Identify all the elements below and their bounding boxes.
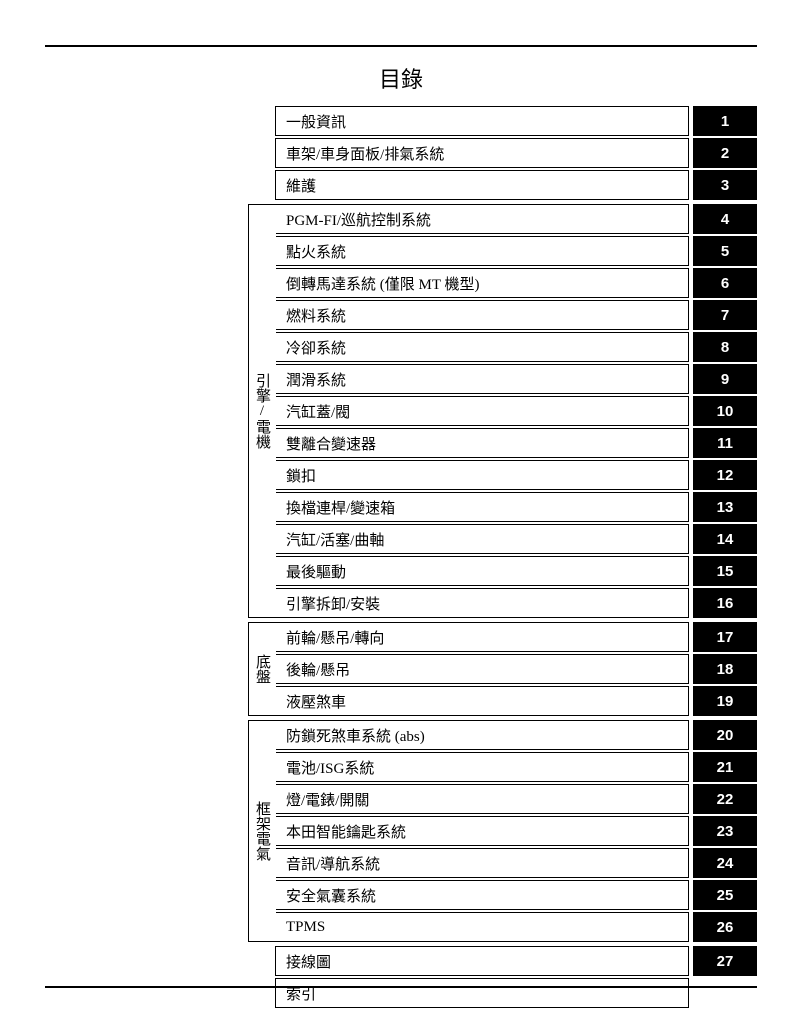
toc-item-label: 點火系統	[275, 236, 689, 266]
toc-item-label: 後輪/懸吊	[275, 654, 689, 684]
toc-row: 潤滑系統9	[275, 364, 757, 394]
toc-page-tab: 20	[693, 720, 757, 750]
toc-row: 音訊/導航系統24	[275, 848, 757, 878]
toc-layout: 引擎/電機底盤框架電氣 一般資訊1車架/車身面板/排氣系統2維護3PGM-FI/…	[45, 106, 757, 1008]
toc-row: 鎖扣12	[275, 460, 757, 490]
toc-page-tab: 14	[693, 524, 757, 554]
toc-item-label: 燈/電錶/開關	[275, 784, 689, 814]
toc-page-tab: 23	[693, 816, 757, 846]
toc-page-tab: 24	[693, 848, 757, 878]
toc-item-label: 前輪/懸吊/轉向	[275, 622, 689, 652]
toc-item-label: 潤滑系統	[275, 364, 689, 394]
toc-row: 索引	[275, 978, 757, 1008]
toc-row: 雙離合變速器11	[275, 428, 757, 458]
toc-item-label: 液壓煞車	[275, 686, 689, 716]
toc-item-label: 最後驅動	[275, 556, 689, 586]
toc-page-tab: 6	[693, 268, 757, 298]
toc-item-label: 引擎拆卸/安裝	[275, 588, 689, 618]
toc-item-label: 音訊/導航系統	[275, 848, 689, 878]
toc-page-tab: 12	[693, 460, 757, 490]
toc-page-tab: 22	[693, 784, 757, 814]
toc-item-label: 換檔連桿/變速箱	[275, 492, 689, 522]
toc-page-tab: 15	[693, 556, 757, 586]
toc-page-tab: 11	[693, 428, 757, 458]
toc-item-label: 接線圖	[275, 946, 689, 976]
toc-row: 前輪/懸吊/轉向17	[275, 622, 757, 652]
toc-item-label: 本田智能鑰匙系統	[275, 816, 689, 846]
toc-row: 電池/ISG系統21	[275, 752, 757, 782]
section-label: 底盤	[248, 622, 276, 716]
toc-page-tab: 8	[693, 332, 757, 362]
toc-page-tab: 17	[693, 622, 757, 652]
toc-row: 後輪/懸吊18	[275, 654, 757, 684]
toc-page-tab: 16	[693, 588, 757, 618]
toc-row: 冷卻系統8	[275, 332, 757, 362]
toc-row: 點火系統5	[275, 236, 757, 266]
toc-item-label: 一般資訊	[275, 106, 689, 136]
toc-row: 安全氣囊系統25	[275, 880, 757, 910]
toc-page-tab: 7	[693, 300, 757, 330]
toc-page-tab: 27	[693, 946, 757, 976]
toc-row: 本田智能鑰匙系統23	[275, 816, 757, 846]
toc-row: 最後驅動15	[275, 556, 757, 586]
toc-row: 燃料系統7	[275, 300, 757, 330]
toc-item-label: 車架/車身面板/排氣系統	[275, 138, 689, 168]
toc-row: 一般資訊1	[275, 106, 757, 136]
toc-item-label: 電池/ISG系統	[275, 752, 689, 782]
toc-item-label: PGM-FI/巡航控制系統	[275, 204, 689, 234]
toc-item-label: 汽缸/活塞/曲軸	[275, 524, 689, 554]
toc-item-label: 索引	[275, 978, 689, 1008]
toc-item-label: 維護	[275, 170, 689, 200]
toc-row: PGM-FI/巡航控制系統4	[275, 204, 757, 234]
toc-row: 倒轉馬達系統 (僅限 MT 機型)6	[275, 268, 757, 298]
toc-row: 汽缸/活塞/曲軸14	[275, 524, 757, 554]
toc-item-label: TPMS	[275, 912, 689, 942]
toc-rows-column: 一般資訊1車架/車身面板/排氣系統2維護3PGM-FI/巡航控制系統4點火系統5…	[275, 106, 757, 1008]
toc-row: 換檔連桿/變速箱13	[275, 492, 757, 522]
bottom-rule	[45, 986, 757, 988]
toc-row: TPMS26	[275, 912, 757, 942]
toc-row: 汽缸蓋/閥10	[275, 396, 757, 426]
toc-row: 燈/電錶/開關22	[275, 784, 757, 814]
page-title: 目錄	[45, 62, 757, 94]
toc-item-label: 安全氣囊系統	[275, 880, 689, 910]
toc-row: 維護3	[275, 170, 757, 200]
toc-item-label: 雙離合變速器	[275, 428, 689, 458]
toc-page-tab: 18	[693, 654, 757, 684]
section-label: 引擎/電機	[248, 204, 276, 618]
toc-item-label: 倒轉馬達系統 (僅限 MT 機型)	[275, 268, 689, 298]
toc-item-label: 防鎖死煞車系統 (abs)	[275, 720, 689, 750]
toc-page-tab: 19	[693, 686, 757, 716]
toc-item-label: 鎖扣	[275, 460, 689, 490]
toc-page-tab: 25	[693, 880, 757, 910]
toc-page-tab: 5	[693, 236, 757, 266]
section-label: 框架電氣	[248, 720, 276, 942]
toc-row: 引擎拆卸/安裝16	[275, 588, 757, 618]
toc-row: 防鎖死煞車系統 (abs)20	[275, 720, 757, 750]
toc-page-tab: 4	[693, 204, 757, 234]
toc-row: 液壓煞車19	[275, 686, 757, 716]
toc-item-label: 汽缸蓋/閥	[275, 396, 689, 426]
toc-page-tab: 21	[693, 752, 757, 782]
toc-page-tab: 1	[693, 106, 757, 136]
toc-page-tab	[693, 978, 757, 1008]
toc-page-tab: 3	[693, 170, 757, 200]
toc-item-label: 冷卻系統	[275, 332, 689, 362]
toc-row: 車架/車身面板/排氣系統2	[275, 138, 757, 168]
toc-page-tab: 26	[693, 912, 757, 942]
toc-row: 接線圖27	[275, 946, 757, 976]
toc-item-label: 燃料系統	[275, 300, 689, 330]
toc-page-tab: 9	[693, 364, 757, 394]
top-rule	[45, 45, 757, 47]
toc-page-tab: 13	[693, 492, 757, 522]
toc-page-tab: 10	[693, 396, 757, 426]
toc-page-tab: 2	[693, 138, 757, 168]
